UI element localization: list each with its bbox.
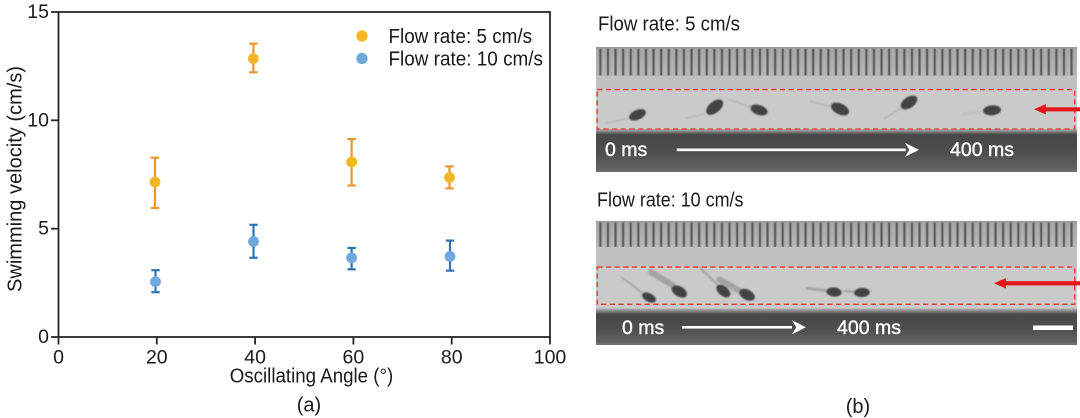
svg-text:Flow rate: 10 cm/s: Flow rate: 10 cm/s [389, 48, 544, 70]
svg-text:Flow rate: 5 cm/s: Flow rate: 5 cm/s [598, 13, 740, 35]
svg-text:15: 15 [27, 1, 49, 23]
svg-text:(b): (b) [846, 396, 870, 418]
svg-text:Flow rate: 10 cm/s: Flow rate: 10 cm/s [597, 189, 744, 211]
svg-text:0: 0 [38, 326, 49, 348]
svg-text:400 ms: 400 ms [950, 139, 1014, 161]
svg-text:80: 80 [441, 347, 463, 369]
svg-text:100: 100 [534, 347, 567, 369]
svg-text:10: 10 [27, 109, 49, 131]
svg-text:60: 60 [343, 347, 365, 369]
svg-text:0: 0 [53, 347, 64, 369]
svg-text:(a): (a) [297, 395, 321, 417]
svg-text:Swimming velocity (cm/s): Swimming velocity (cm/s) [5, 66, 27, 292]
svg-text:400 ms: 400 ms [837, 317, 901, 339]
svg-text:0 ms: 0 ms [605, 139, 648, 161]
svg-text:Oscillating Angle (°): Oscillating Angle (°) [230, 366, 394, 388]
svg-text:20: 20 [146, 347, 168, 369]
svg-text:40: 40 [244, 347, 266, 369]
svg-text:0 ms: 0 ms [622, 317, 665, 339]
svg-text:Flow rate: 5 cm/s: Flow rate: 5 cm/s [389, 26, 533, 48]
svg-text:5: 5 [38, 218, 49, 240]
